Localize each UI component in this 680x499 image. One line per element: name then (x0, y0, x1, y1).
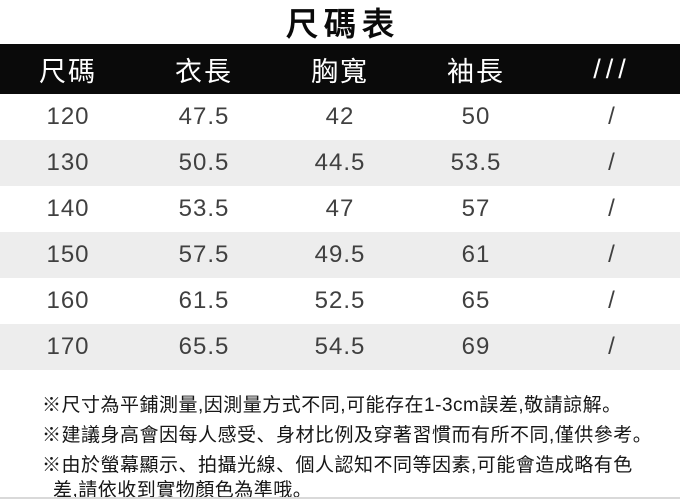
cell-size: 140 (46, 195, 90, 222)
cell-size: 120 (46, 103, 90, 130)
table-row: 150 57.5 49.5 61 / (0, 232, 680, 278)
table-row: 140 53.5 47 57 / (0, 186, 680, 232)
size-table: 尺碼 衣長 胸寬 袖長 /// 120 47.5 42 50 / 130 50.… (0, 44, 680, 370)
note-color-difference-line1: ※由於螢幕顯示、拍攝光線、個人認知不同等因素,可能會造成略有色 (42, 455, 633, 476)
col-header-sleeve-length: 袖長 (408, 44, 544, 94)
cell-size: 170 (46, 333, 90, 360)
cell-garment-length: 65.5 (178, 333, 230, 360)
cell-garment-length: 57.5 (178, 241, 230, 268)
cell-chest-width: 47 (325, 195, 355, 222)
col-header-slashes: /// (544, 44, 680, 94)
table-row: 160 61.5 52.5 65 / (0, 278, 680, 324)
cell-sleeve-length: 65 (461, 287, 491, 314)
note-height-recommendation: ※建議身高會因每人感受、身材比例及穿著習慣而有所不同,僅供參考。 (42, 425, 653, 446)
cell-chest-width: 44.5 (314, 149, 366, 176)
cell-slash: / (608, 103, 616, 130)
cell-size: 150 (46, 241, 90, 268)
note-color-difference-line2: 差,請依收到實物顏色為準哦。 (53, 480, 313, 499)
cell-slash: / (608, 241, 616, 268)
cell-garment-length: 53.5 (178, 195, 230, 222)
size-table-header: 尺碼 衣長 胸寬 袖長 /// (0, 44, 680, 94)
col-header-size: 尺碼 (0, 44, 136, 94)
col-header-chest-width: 胸寬 (272, 44, 408, 94)
cell-slash: / (608, 333, 616, 360)
cell-chest-width: 49.5 (314, 241, 366, 268)
cell-chest-width: 54.5 (314, 333, 366, 360)
cell-slash: / (608, 149, 616, 176)
cell-size: 160 (46, 287, 90, 314)
note-measurement-tolerance: ※尺寸為平鋪測量,因測量方式不同,可能存在1-3cm誤差,敬請諒解。 (42, 395, 622, 416)
cell-chest-width: 42 (325, 103, 355, 130)
table-row: 120 47.5 42 50 / (0, 94, 680, 140)
cell-sleeve-length: 57 (461, 195, 491, 222)
col-header-garment-length: 衣長 (136, 44, 272, 94)
cell-sleeve-length: 69 (461, 333, 491, 360)
bottom-divider (0, 497, 680, 499)
table-row: 170 65.5 54.5 69 / (0, 324, 680, 370)
table-row: 130 50.5 44.5 53.5 / (0, 140, 680, 186)
header-row: 尺碼 衣長 胸寬 袖長 /// (0, 44, 680, 94)
cell-sleeve-length: 50 (461, 103, 491, 130)
cell-slash: / (608, 287, 616, 314)
cell-garment-length: 50.5 (178, 149, 230, 176)
page-title: 尺碼表 (285, 6, 400, 42)
size-table-body: 120 47.5 42 50 / 130 50.5 44.5 53.5 / 14… (0, 94, 680, 370)
note-color-difference: ※由於螢幕顯示、拍攝光線、個人認知不同等因素,可能會造成略有色差,請依收到實物顏… (42, 453, 660, 499)
cell-size: 130 (46, 149, 90, 176)
cell-garment-length: 61.5 (178, 287, 230, 314)
cell-sleeve-length: 61 (461, 241, 491, 268)
cell-slash: / (608, 195, 616, 222)
cell-chest-width: 52.5 (314, 287, 366, 314)
cell-garment-length: 47.5 (178, 103, 230, 130)
cell-sleeve-length: 53.5 (450, 149, 502, 176)
notes-section: ※尺寸為平鋪測量,因測量方式不同,可能存在1-3cm誤差,敬請諒解。 ※建議身高… (0, 370, 680, 499)
